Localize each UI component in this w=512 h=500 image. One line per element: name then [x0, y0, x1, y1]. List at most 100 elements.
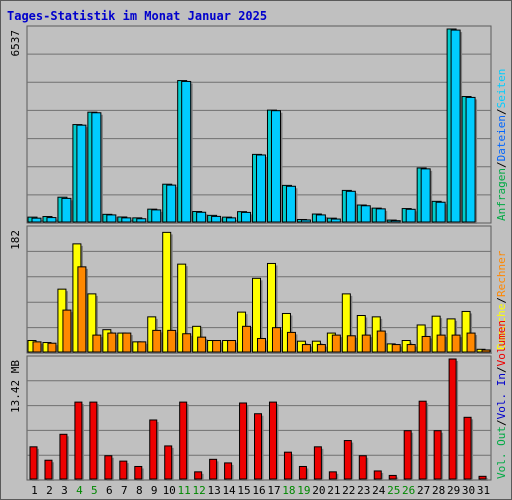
bar-seiten — [31, 217, 42, 223]
bar-rechner — [271, 327, 281, 353]
bar-rechner — [227, 340, 237, 353]
bar-rechner — [316, 344, 326, 353]
bar-rechner — [92, 334, 102, 353]
bar-seiten — [450, 29, 461, 223]
bar-seiten — [435, 201, 446, 223]
legend-entry: Seiten — [495, 69, 508, 109]
bar-volumen — [239, 402, 248, 480]
bar-volumen — [313, 446, 322, 480]
legend-separator: / — [495, 366, 508, 373]
bar-seiten — [256, 154, 267, 223]
panel-top: 6537 — [9, 25, 492, 224]
bar-rechner — [47, 342, 57, 353]
bar-seiten — [91, 112, 102, 223]
bar-besuche — [356, 315, 366, 353]
x-tick-label: 7 — [121, 484, 128, 497]
y-axis-max-label: 182 — [9, 230, 22, 250]
bar-volumen — [283, 451, 292, 480]
legend-separator: / — [495, 108, 508, 115]
bar-seiten — [345, 190, 356, 223]
x-tick-label: 14 — [222, 484, 236, 497]
bar-seiten — [465, 96, 476, 223]
bar-seiten — [375, 208, 386, 223]
bar-rechner — [421, 335, 431, 353]
bar-besuche — [461, 310, 471, 353]
legend-entry: Besuche — [495, 304, 508, 350]
bar-rechner — [331, 334, 341, 353]
x-tick-label: 11 — [178, 484, 191, 497]
panel-middle: 182 — [9, 225, 493, 354]
x-tick-label: 31 — [477, 484, 490, 497]
bar-besuche — [177, 263, 187, 353]
bar-volumen — [478, 475, 487, 480]
bar-rechner — [167, 329, 177, 353]
x-tick-label: 30 — [462, 484, 475, 497]
x-tick-label: 4 — [76, 484, 83, 497]
x-tick-label: 10 — [163, 484, 176, 497]
chart-panels: 6537 182 13.42 MB — [9, 25, 493, 481]
y-axis-max-label: 6537 — [9, 30, 22, 57]
bar-rechner — [391, 344, 401, 353]
bar-seiten — [285, 185, 296, 223]
bar-seiten — [405, 208, 416, 223]
bar-rechner — [242, 325, 252, 353]
bar-rechner — [122, 332, 132, 353]
bar-volumen — [89, 401, 98, 480]
bar-besuche — [162, 231, 172, 353]
x-tick-label: 26 — [402, 484, 415, 497]
bar-volumen — [194, 471, 203, 480]
bar-volumen — [373, 470, 382, 480]
x-tick-label: 29 — [447, 484, 460, 497]
bar-volumen — [44, 459, 53, 480]
x-tick-label: 18 — [282, 484, 295, 497]
bar-volumen — [74, 401, 83, 480]
bar-seiten — [46, 217, 57, 223]
bar-rechner — [32, 341, 42, 353]
bar-seiten — [360, 205, 371, 223]
legend-separator: / — [495, 419, 508, 426]
bar-shadow — [484, 351, 493, 354]
bar-rechner — [361, 334, 371, 353]
bar-seiten — [241, 211, 252, 223]
bar-seiten — [106, 214, 117, 223]
legend-entry: Anfragen — [495, 168, 508, 221]
bar-seiten — [420, 168, 431, 223]
bar-volumen — [149, 419, 158, 480]
bar-volumen — [104, 455, 113, 480]
legend-separator: / — [495, 297, 508, 304]
bar-seiten — [181, 80, 192, 223]
bar-rechner — [257, 337, 267, 353]
x-axis-day-labels: 1 2 3 4 5 6 7 8 9 10 11 12 13 14 15 16 17 18 19 20 21 22 23 24 2… — [31, 484, 490, 497]
x-tick-label: 12 — [193, 484, 206, 497]
x-tick-label: 28 — [432, 484, 445, 497]
x-tick-label: 22 — [342, 484, 355, 497]
y-axis-max-label: 13.42 MB — [9, 360, 22, 413]
bar-volumen — [164, 445, 173, 480]
x-tick-label: 5 — [91, 484, 98, 497]
x-tick-label: 23 — [357, 484, 370, 497]
panel-bottom: 13.42 MB — [9, 355, 492, 481]
bar-shadow — [303, 221, 313, 224]
x-tick-label: 6 — [106, 484, 113, 497]
bar-rechner — [376, 330, 386, 353]
x-tick-label: 8 — [136, 484, 143, 497]
bar-rechner — [62, 309, 72, 353]
x-tick-label: 13 — [207, 484, 220, 497]
bar-volumen — [29, 446, 38, 480]
bar-seiten — [226, 217, 237, 223]
chart-title: Tages-Statistik im Monat Januar 2025 — [7, 9, 268, 23]
bar-seiten — [211, 215, 222, 223]
bar-rechner — [346, 335, 356, 353]
bar-seiten — [300, 219, 311, 223]
x-tick-label: 17 — [267, 484, 280, 497]
bar-shadow — [393, 222, 403, 224]
bar-volumen — [298, 465, 307, 480]
bar-shadow — [479, 351, 488, 354]
bar-rechner — [212, 340, 222, 353]
legend-top: Anfragen/Dateien/Seiten — [495, 69, 508, 221]
legend-middle: Besuche/Rechner — [495, 250, 508, 350]
x-tick-label: 20 — [312, 484, 325, 497]
x-tick-label: 15 — [237, 484, 250, 497]
